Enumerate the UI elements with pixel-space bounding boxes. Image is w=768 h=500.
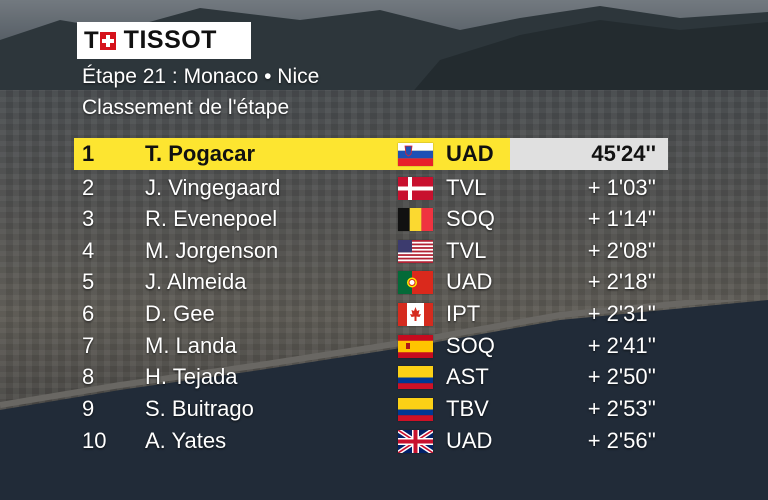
team-code: AST [446, 364, 489, 389]
tissot-mark: T [84, 28, 117, 53]
winning-time: 45'24'' [591, 141, 656, 166]
time-gap: + 2'31'' [587, 301, 656, 326]
rider-name: M. Jorgenson [145, 238, 279, 263]
time-gap: + 2'41'' [587, 333, 656, 358]
position: 4 [82, 238, 95, 263]
position: 7 [82, 333, 95, 358]
tissot-logo: T TISSOT [77, 22, 251, 59]
result-row: 10 A. Yates UAD + 2'56'' [74, 425, 668, 457]
uk-flag-icon [398, 430, 433, 453]
rider-name: A. Yates [145, 428, 227, 453]
position: 8 [82, 364, 95, 389]
result-row: 8 H. Tejada AST + 2'50'' [74, 361, 668, 393]
spain-flag-icon [398, 335, 433, 358]
position: 6 [82, 301, 95, 326]
rider-name: J. Almeida [145, 269, 247, 294]
team-code: IPT [446, 301, 481, 326]
denmark-flag-icon [398, 177, 433, 200]
usa-flag-icon [398, 240, 433, 263]
result-row: 4 M. Jorgenson TVL + 2'08'' [74, 235, 668, 267]
rider-name: M. Landa [145, 333, 237, 358]
position: 3 [82, 206, 95, 231]
leader-time-box [510, 138, 668, 170]
time-gap: + 2'50'' [587, 364, 656, 389]
time-gap: + 2'53'' [587, 396, 656, 421]
position: 9 [82, 396, 95, 421]
colombia-flag-icon [398, 366, 433, 389]
team-code: TVL [446, 238, 487, 263]
brand-name: TISSOT [123, 26, 217, 54]
time-gap: + 2'18'' [587, 269, 656, 294]
position: 10 [82, 428, 107, 453]
portugal-flag-icon [398, 271, 433, 294]
team-code: TBV [446, 396, 489, 421]
position: 1 [82, 141, 95, 166]
rider-name: D. Gee [145, 301, 215, 326]
team-code: UAD [446, 141, 494, 166]
result-row: 5 J. Almeida UAD + 2'18'' [74, 266, 668, 298]
time-gap: + 1'14'' [587, 206, 656, 231]
result-row: 6 D. Gee IPT + 2'31'' [74, 298, 668, 330]
rider-name: S. Buitrago [145, 396, 254, 421]
time-gap: + 2'56'' [587, 428, 656, 453]
stage-subtitle: Classement de l'étape [82, 96, 290, 119]
team-code: UAD [446, 269, 493, 294]
result-row: 3 R. Evenepoel SOQ + 1'14'' [74, 203, 668, 235]
time-gap: + 2'08'' [587, 238, 656, 263]
result-row: 2 J. Vingegaard TVL + 1'03'' [74, 172, 668, 204]
belgium-flag-icon [398, 208, 433, 231]
leader-row: 1 T. Pogacar UAD 45'24'' [74, 138, 668, 170]
stage-title: Étape 21 : Monaco • Nice [82, 65, 320, 88]
rider-name: J. Vingegaard [145, 175, 281, 200]
canada-flag-icon [398, 303, 433, 326]
slovenia-flag-icon [398, 143, 433, 166]
rider-name: H. Tejada [145, 364, 238, 389]
team-code: TVL [446, 175, 487, 200]
result-row: 7 M. Landa SOQ + 2'41'' [74, 330, 668, 362]
position: 2 [82, 175, 95, 200]
position: 5 [82, 269, 95, 294]
swiss-cross-icon [99, 31, 116, 50]
team-code: SOQ [446, 333, 495, 358]
time-gap: + 1'03'' [587, 175, 656, 200]
rider-name: R. Evenepoel [145, 206, 278, 231]
rider-name: T. Pogacar [145, 141, 256, 166]
team-code: SOQ [446, 206, 495, 231]
colombia-flag-icon [398, 398, 433, 421]
result-row: 9 S. Buitrago TBV + 2'53'' [74, 393, 668, 425]
team-code: UAD [446, 428, 493, 453]
